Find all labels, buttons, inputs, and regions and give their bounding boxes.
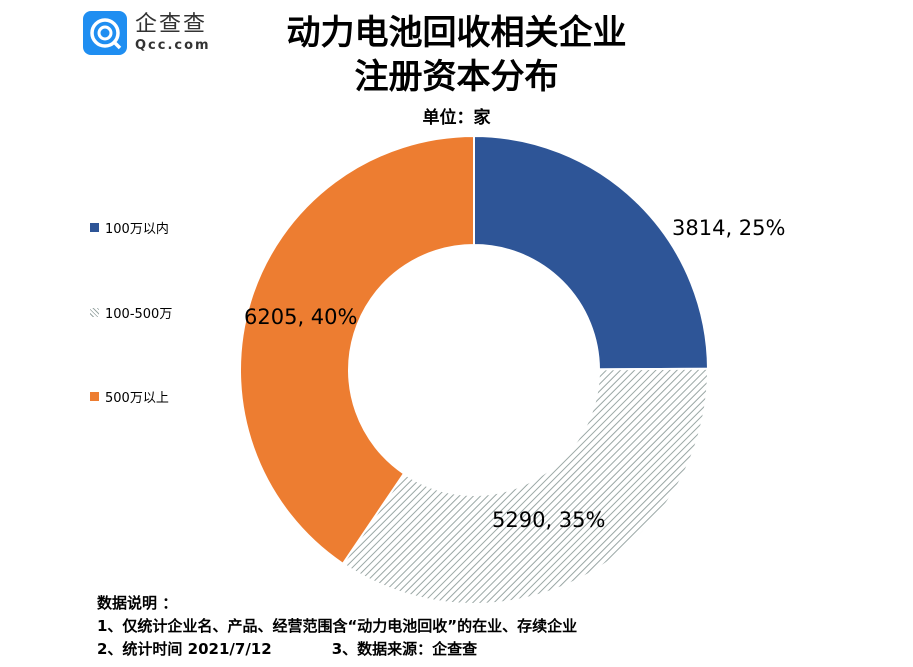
chart-title-line-1: 动力电池回收相关企业 bbox=[286, 13, 627, 53]
logo-name-en: Qcc.com bbox=[135, 38, 211, 53]
notes-heading: 数据说明 ： bbox=[97, 594, 178, 612]
notes-date: 2、统计时间 2021/7/12 bbox=[97, 640, 272, 658]
notes-line-1: 1、仅统计企业名、产品、经营范围含“动力电池回收”的在业、存续企业 bbox=[97, 617, 578, 635]
legend-swatch bbox=[90, 392, 99, 401]
data-label-1: 5290, 35% bbox=[492, 508, 606, 532]
legend-label: 500万以上 bbox=[105, 391, 169, 406]
data-label-0: 3814, 25% bbox=[672, 216, 786, 240]
legend-swatch bbox=[90, 223, 99, 232]
chart-subtitle: 单位：家 bbox=[422, 108, 491, 128]
qcc-logo: 企查查 Qcc.com bbox=[83, 11, 211, 55]
legend-label: 100-500万 bbox=[105, 307, 173, 322]
chart-title-line-2: 注册资本分布 bbox=[354, 57, 559, 97]
notes-source: 3、数据来源：企查查 bbox=[331, 640, 478, 658]
legend-item-0: 100万以内 bbox=[90, 218, 169, 237]
donut-slice-2 bbox=[238, 134, 475, 566]
legend-swatch bbox=[90, 308, 99, 317]
donut-slice-1 bbox=[341, 367, 709, 606]
legend-label: 100万以内 bbox=[105, 222, 169, 237]
data-label-2: 6205, 40% bbox=[244, 305, 358, 329]
logo-icon bbox=[83, 11, 127, 55]
data-notes: 数据说明 ： 1、仅统计企业名、产品、经营范围含“动力电池回收”的在业、存续企业… bbox=[97, 592, 577, 661]
legend-item-2: 500万以上 bbox=[90, 387, 169, 406]
donut-slice-0 bbox=[473, 134, 710, 371]
legend-item-1: 100-500万 bbox=[90, 303, 172, 322]
logo-name-cn: 企查查 bbox=[135, 12, 208, 37]
